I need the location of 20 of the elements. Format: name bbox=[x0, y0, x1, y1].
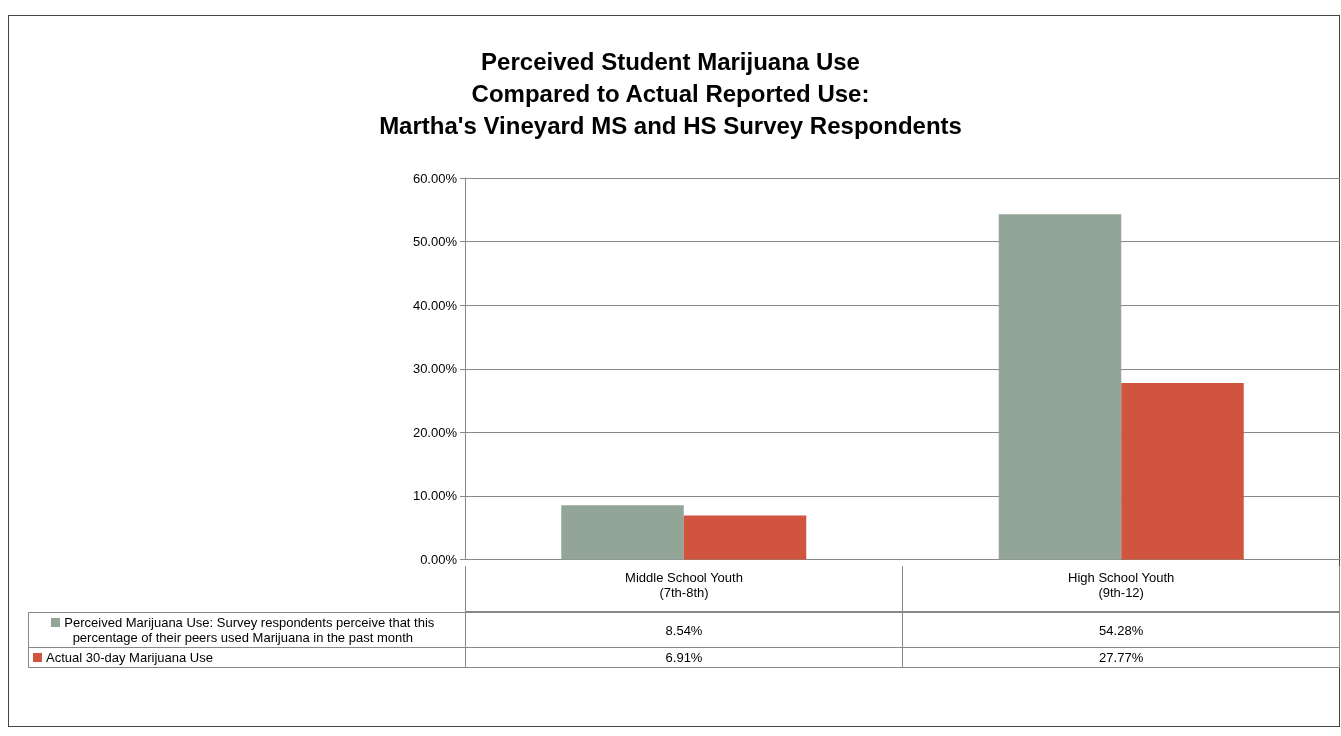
bar bbox=[561, 505, 684, 560]
y-tick-label: 40.00% bbox=[412, 297, 458, 313]
bar bbox=[1121, 382, 1244, 560]
y-tick-label: 50.00% bbox=[412, 234, 458, 250]
data-label: 27.77% bbox=[902, 648, 1340, 668]
bar bbox=[683, 515, 807, 560]
y-tick-label: 60.00% bbox=[412, 170, 458, 186]
chart-title: Perceived Student Marijuana Use Compared to Actual Reported Use: Martha's Vineyard MS and HS Survey Respondents bbox=[379, 47, 962, 139]
y-tick-label: 20.00% bbox=[412, 424, 458, 440]
data-label: 6.91% bbox=[464, 648, 903, 668]
y-tick-label: 10.00% bbox=[412, 488, 458, 504]
bar bbox=[998, 214, 1122, 560]
x-tick-label: High School Youth (9th-12) bbox=[902, 566, 1341, 612]
x-tick-label: Middle School Youth (7th-8th) bbox=[464, 566, 903, 612]
legend-label: Actual 30-day Marijuana Use bbox=[28, 648, 465, 668]
legend-label: Perceived Marijuana Use: Survey respondents perceive that this percentage of their peers used Marijuana in the past month bbox=[28, 613, 465, 648]
data-label: 54.28% bbox=[902, 613, 1340, 648]
data-label: 8.54% bbox=[464, 613, 903, 648]
y-tick-label: 0.00% bbox=[420, 552, 458, 567]
y-tick-label: 30.00% bbox=[412, 361, 458, 377]
